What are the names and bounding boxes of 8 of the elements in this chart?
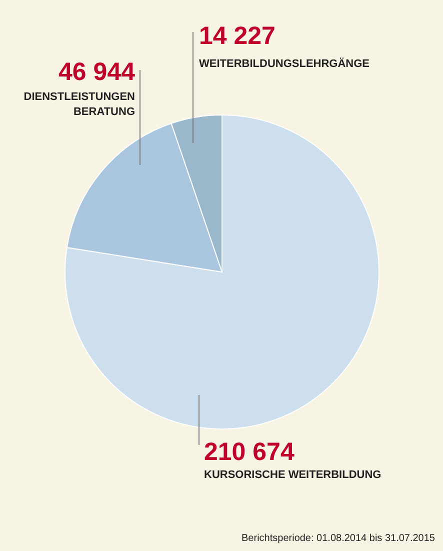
slice-label: DIENSTLEISTUNGEN BERATUNG bbox=[24, 91, 136, 118]
data-label: 14 227 bbox=[199, 22, 276, 50]
pie-slice bbox=[64, 114, 380, 430]
slice-label: WEITERBILDUNGSLEHRGÄNGE bbox=[199, 57, 370, 70]
text: Berichtsperiode: 01.08.2014 bis 31.07.2015 bbox=[242, 533, 436, 544]
slice-label: KURSORISCHE WEITERBILDUNG bbox=[204, 469, 382, 481]
data-label: 210 674 bbox=[204, 438, 294, 466]
data-label: 46 944 bbox=[58, 58, 136, 86]
